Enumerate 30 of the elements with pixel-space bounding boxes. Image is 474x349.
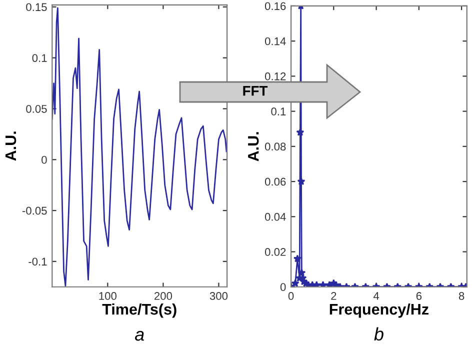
y-tick-label: -0.05 [22,206,47,215]
x-tick-label: 300 [210,292,228,300]
y-axis-title: A.U. [248,132,259,162]
text: a [134,330,144,341]
y-tick-label: 0 [280,283,286,292]
text: b [374,327,384,341]
y-tick-label: 0.08 [264,142,286,151]
y-tick-label: 0.15 [26,3,47,12]
x-axis-title: Frequency/Hz [330,303,429,318]
y-tick-label: 0.06 [264,178,286,186]
x-tick-label: 100 [99,292,116,300]
x-tick-label: 6 [416,292,422,300]
y-tick-label: 0.04 [264,212,286,221]
x-tick-label: 2 [331,292,336,300]
y-axis-title: A.U. [5,132,16,161]
x-tick-label: 4 [373,292,380,300]
y-tick-label: 0.14 [264,37,286,46]
y-tick-label: 0.16 [264,2,286,10]
y-tick-label: 0.02 [264,248,286,256]
x-tick-label: 0 [288,292,294,300]
y-tick-label: 0.12 [264,72,286,80]
x-tick-label: 8 [458,292,464,300]
y-tick-label: 0.1 [32,54,47,62]
y-tick-label: 0 [42,156,47,164]
y-tick-label: 0.05 [26,104,47,113]
y-tick-label: -0.1 [28,258,47,266]
x-axis-title: Time/Ts(s) [102,303,176,318]
text: FFT [243,86,268,96]
x-tick-label: 200 [154,292,172,300]
y-tick-label: 0.1 [271,108,286,116]
